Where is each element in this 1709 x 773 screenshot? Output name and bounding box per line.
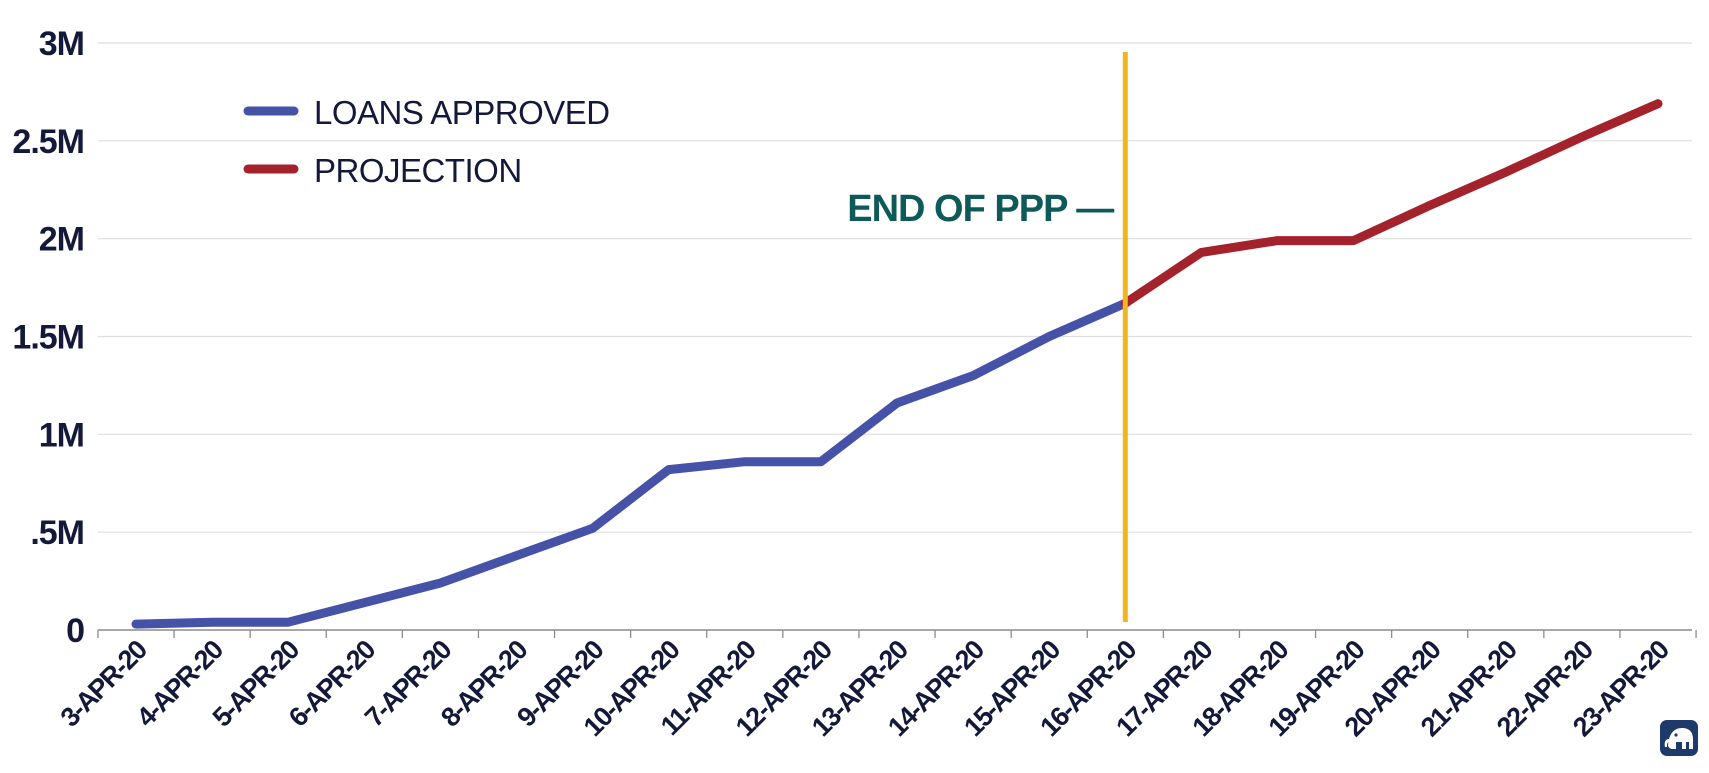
series-line-projection [1120,99,1663,308]
end-of-ppp-label: END OF PPP — [847,188,1114,230]
y-tick-label: 2.5M [12,123,84,161]
y-tick-label: .5M [30,514,84,552]
y-tick-label: 1.5M [12,319,84,357]
series-line-loans-approved [131,298,1130,629]
y-tick-label: 2M [39,221,84,259]
y-tick-label: 0 [66,612,84,650]
annotation-layer: END OF PPP — [847,52,1128,622]
y-tick-label: 3M [39,25,84,63]
series-layer [131,99,1663,629]
legend-label-loans-approved: LOANS APPROVED [314,94,610,131]
legend-item-loans-approved: LOANS APPROVED [243,94,610,131]
y-axis-ticks: 0 .5M 1M 1.5M 2M 2.5M 3M [12,25,85,650]
axis-layer [97,629,1697,638]
grid-layer [98,42,1692,533]
legend: LOANS APPROVED PROJECTION [243,94,610,189]
elephant-icon [1660,720,1698,756]
legend-label-projection: PROJECTION [314,152,522,189]
y-tick-label: 1M [39,416,84,454]
x-axis-ticks: 3-APR-204-APR-205-APR-206-APR-207-APR-20… [55,635,1675,743]
legend-item-projection: PROJECTION [243,152,522,189]
